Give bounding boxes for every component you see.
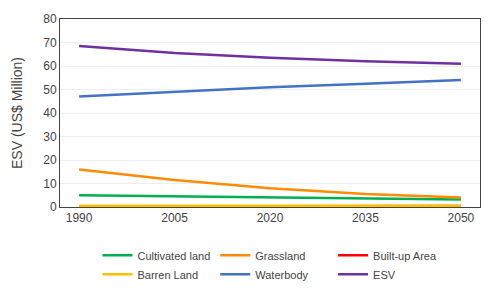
svg-text:80: 80 (43, 12, 57, 26)
svg-text:60: 60 (43, 59, 57, 73)
svg-text:1990: 1990 (66, 211, 93, 225)
svg-text:2050: 2050 (448, 211, 475, 225)
svg-text:10: 10 (43, 177, 57, 191)
svg-text:2035: 2035 (352, 211, 379, 225)
svg-text:50: 50 (43, 83, 57, 97)
svg-text:20: 20 (43, 153, 57, 167)
svg-text:ESV: ESV (373, 269, 396, 281)
svg-text:40: 40 (43, 106, 57, 120)
svg-text:2005: 2005 (161, 211, 188, 225)
svg-text:Grassland: Grassland (255, 250, 305, 262)
svg-text:Waterbody: Waterbody (255, 269, 308, 281)
svg-text:Barren Land: Barren Land (138, 269, 199, 281)
svg-text:Built-up Area: Built-up Area (373, 250, 437, 262)
svg-text:0: 0 (50, 200, 57, 214)
svg-text:30: 30 (43, 130, 57, 144)
svg-text:70: 70 (43, 36, 57, 50)
svg-text:ESV (US$ Million): ESV (US$ Million) (9, 57, 25, 169)
svg-text:Cultivated land: Cultivated land (138, 250, 211, 262)
svg-text:2020: 2020 (257, 211, 284, 225)
